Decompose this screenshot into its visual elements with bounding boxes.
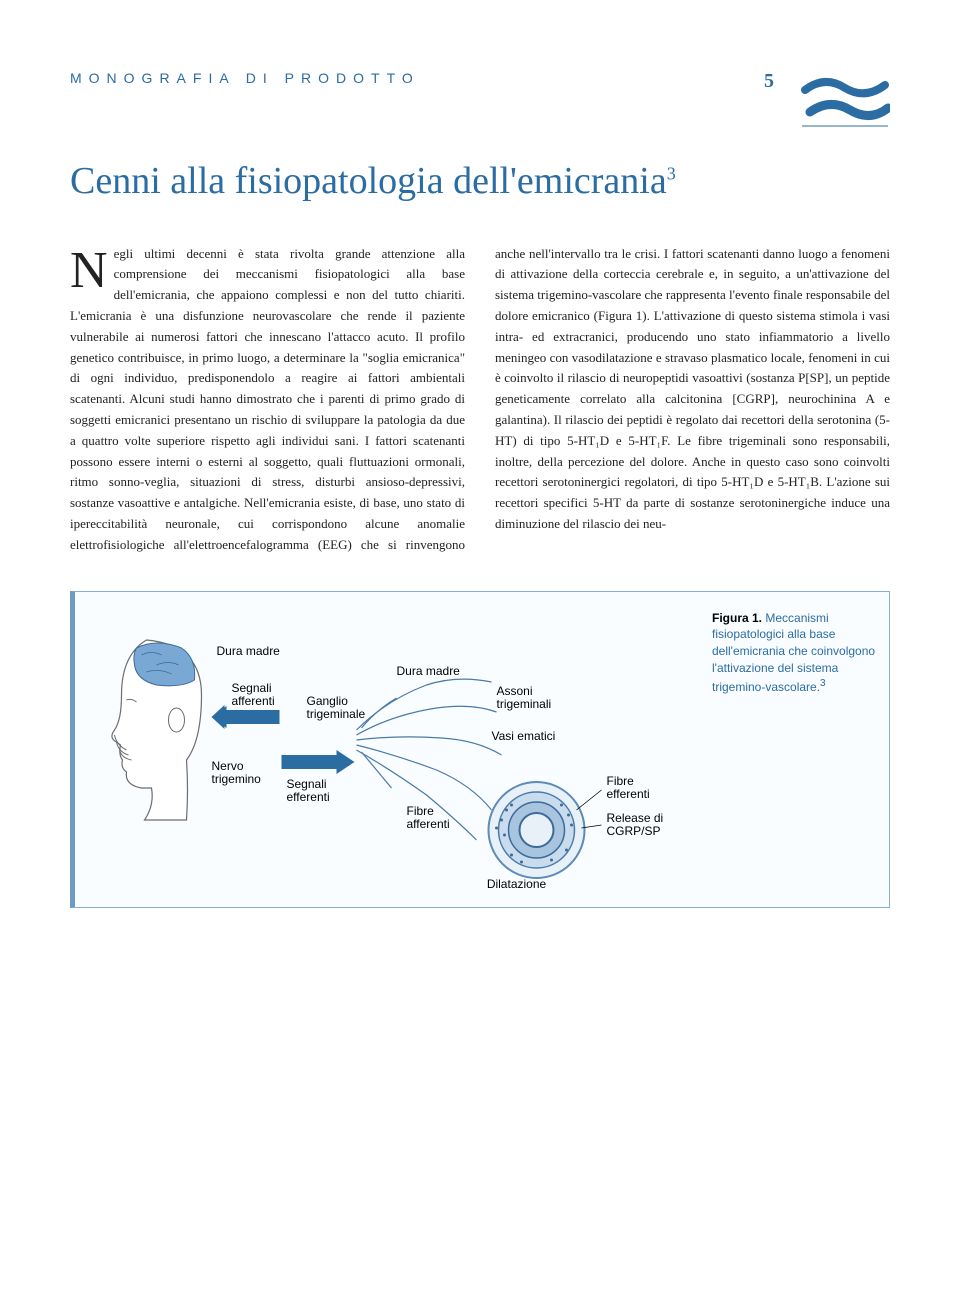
article-title: Cenni alla fisiopatologia dell'emicrania…	[70, 160, 890, 204]
label-fibre-efferenti: Fibreefferenti	[607, 774, 650, 801]
page: MONOGRAFIA DI PRODOTTO 5 Cenni alla fisi…	[0, 0, 960, 948]
page-header: MONOGRAFIA DI PRODOTTO 5	[70, 70, 890, 130]
label-dura-madre: Dura madre	[217, 644, 281, 658]
vessel-cross-section-icon	[489, 782, 585, 878]
drop-cap: N	[70, 244, 114, 295]
wave-logo-icon	[800, 70, 890, 130]
label-release: Release diCGRP/SP	[607, 811, 664, 838]
label-assoni: Assonitrigeminali	[497, 684, 552, 711]
figure-1: Dura madre Segnaliafferenti Nervotrigemi…	[70, 591, 890, 908]
label-segnali-afferenti: Segnaliafferenti	[232, 681, 275, 708]
figure-diagram: Dura madre Segnaliafferenti Nervotrigemi…	[93, 610, 700, 895]
label-ganglio: Gangliotrigeminale	[307, 694, 366, 721]
label-segnali-efferenti: Segnaliefferenti	[287, 777, 330, 804]
head-profile-icon	[112, 640, 202, 820]
arrow-efferent-icon	[282, 750, 355, 774]
label-dura-madre-2: Dura madre	[397, 664, 461, 678]
figure-label: Figura 1.	[712, 611, 762, 625]
label-vasi: Vasi ematici	[492, 729, 556, 743]
paragraph: L'emicrania è una disfunzione neurovasco…	[70, 308, 465, 344]
paragraph: Il profilo genetico contribuisce, in pri…	[70, 329, 465, 510]
label-fibre-afferenti: Fibreafferenti	[407, 804, 450, 831]
body-text: Negli ultimi decenni è stata rivolta gra…	[70, 244, 890, 556]
label-nervo-trigemino: Nervotrigemino	[212, 759, 262, 786]
figure-caption: Figura 1. Meccanismi fisiopatologici all…	[712, 610, 877, 895]
arrow-afferent-icon	[212, 705, 280, 729]
monograph-label: MONOGRAFIA DI PRODOTTO	[70, 70, 420, 86]
intro-text: egli ultimi decenni è stata rivolta gran…	[114, 246, 465, 303]
page-number: 5	[764, 70, 774, 93]
label-dilatazione: Dilatazione	[487, 877, 547, 890]
